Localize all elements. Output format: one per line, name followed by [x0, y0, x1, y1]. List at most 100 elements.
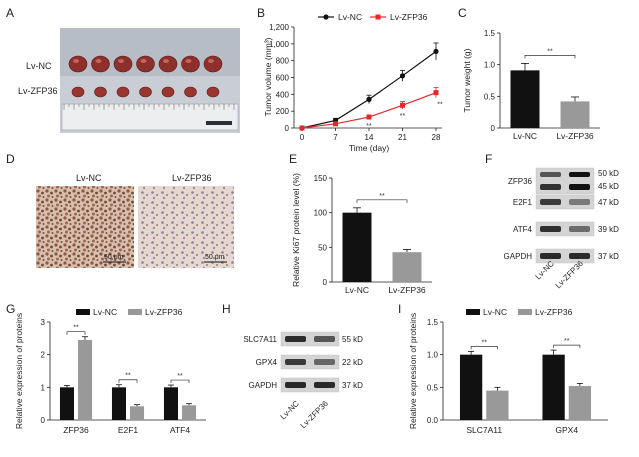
- tumor-lv-zfp36: [206, 86, 220, 98]
- protein-i-y-tick-label: 0.0: [427, 416, 439, 425]
- panel-b-tumor-volume-chart: B 0 200 400 600 800 1,000 1,200 Tumor volume (m…: [257, 6, 443, 153]
- legend-marker-lv-nc: [323, 14, 329, 20]
- significance-mark: **: [379, 193, 385, 200]
- volume-x-tick-label: 21: [398, 133, 407, 142]
- data-point-lv-nc: [399, 73, 406, 79]
- blot-band: [569, 226, 590, 232]
- panel-i-protein-expression-chart: I 0.0 0.5 1.0 1.5 Relative expression of pro…: [398, 302, 608, 435]
- volume-y-tick-label: 200: [276, 107, 290, 116]
- significance-bracket: [470, 346, 498, 350]
- blot-strip-gapdh: [280, 377, 340, 393]
- blot-strip-slc7a11: [280, 331, 340, 347]
- legend-swatch-lv-nc: [76, 309, 90, 315]
- panel-letter-d: D: [6, 152, 15, 166]
- blot-label-zfp36: ZFP36: [508, 177, 533, 186]
- blot-label-slc7a11: SLC7A11: [243, 335, 277, 344]
- legend-label-lv-nc: Lv-NC: [338, 12, 362, 22]
- protein-g-y-axis-label: Relative expression of proteins: [14, 313, 24, 429]
- tumor-highlight: [140, 59, 147, 63]
- volume-y-tick-label: 0: [285, 124, 290, 133]
- panel-letter-c: C: [458, 6, 467, 20]
- x-tick-label-slc7a11: SLC7A11: [466, 425, 502, 435]
- ihc-label-lv-zfp36: Lv-ZFP36: [172, 173, 212, 183]
- ki67-y-tick-label: 100: [314, 209, 328, 218]
- volume-y-tick-label: 400: [276, 90, 290, 99]
- blot-band: [285, 336, 306, 342]
- volume-y-tick-label: 800: [276, 57, 290, 66]
- panel-g-protein-expression-chart: G 0 1 2 3 Relative expression of proteins Lv-…: [6, 302, 206, 435]
- tumor-lv-nc: [181, 55, 200, 73]
- ki67-y-tick-label: 0: [323, 278, 328, 287]
- tumor-highlight: [208, 59, 214, 63]
- data-point-lv-zfp36: [299, 125, 305, 131]
- blot-strip-e2f1: [535, 194, 595, 210]
- x-tick-label-lv-zfp36: Lv-ZFP36: [388, 285, 426, 295]
- blot-band: [569, 172, 590, 177]
- protein-i-y-tick-label: 1.0: [427, 351, 439, 360]
- significance-mark: **: [125, 373, 131, 380]
- ihc-image-lv-nc: [36, 186, 134, 268]
- tumor-lv-nc: [203, 55, 223, 73]
- panel-letter-h: H: [222, 302, 231, 316]
- significance-mark: **: [177, 373, 183, 380]
- panel-letter-g: G: [6, 302, 15, 316]
- panel-e-ki67-chart: E 0 50 100 150 Relative Ki67 protein level (…: [289, 152, 432, 295]
- protein-i-y-tick-label: 0.5: [427, 383, 439, 392]
- significance-bracket: [553, 344, 581, 349]
- blot-kd-55-kd: 55 kD: [342, 335, 363, 344]
- legend-label-lv-zfp36: Lv-ZFP36: [390, 12, 428, 22]
- tumor-row-label-lv-zfp36: Lv-ZFP36: [18, 86, 58, 96]
- blot-lane-lv-nc: Lv-NC: [279, 399, 302, 422]
- blot-label-gapdh: GAPDH: [249, 381, 278, 390]
- tumor-lv-zfp36: [184, 86, 197, 98]
- tumor-lv-zfp36: [161, 86, 175, 98]
- ihc-image-lv-zfp36: [138, 186, 234, 268]
- blot-kd-37-kd: 37 kD: [598, 252, 619, 261]
- x-tick-label-lv-zfp36: Lv-ZFP36: [556, 131, 594, 141]
- blot-band: [314, 382, 335, 388]
- legend-marker-lv-zfp36: [375, 14, 381, 20]
- panel-letter-i: I: [398, 302, 401, 316]
- x-tick-label-lv-nc: Lv-NC: [345, 285, 369, 295]
- data-point-lv-zfp36: [366, 114, 372, 120]
- blot-band: [569, 184, 590, 190]
- bar-gpx4-lv-nc: [542, 354, 565, 420]
- weight-y-tick-label: 0.5: [484, 92, 496, 101]
- blot-kd-37-kd: 37 kD: [342, 381, 363, 390]
- bar-gpx4-lv-zfp36: [568, 386, 592, 420]
- legend-label-lv-zfp36: Lv-ZFP36: [535, 307, 573, 317]
- blot-band: [540, 226, 561, 232]
- significance-bracket: [524, 55, 576, 59]
- blot-band: [540, 199, 561, 205]
- legend-swatch-lv-zfp36: [128, 309, 142, 315]
- ihc-label-lv-nc: Lv-NC: [76, 173, 102, 183]
- ki67-y-tick-label: 50: [318, 243, 327, 252]
- significance-mark: **: [564, 338, 570, 345]
- blot-band: [569, 253, 590, 259]
- tumor-highlight: [118, 59, 124, 63]
- significance-mark: **: [366, 123, 372, 130]
- tumor-lv-zfp36: [94, 86, 107, 98]
- volume-x-tick-label: 0: [300, 133, 305, 142]
- volume-x-tick-label: 7: [333, 133, 338, 142]
- significance-mark: **: [437, 102, 443, 109]
- tumor-lv-nc: [113, 55, 133, 73]
- tumor-highlight: [185, 59, 192, 63]
- panel-letter-a: A: [6, 6, 14, 20]
- bar-e2f1-lv-zfp36: [130, 406, 145, 420]
- tumor-row-label-lv-nc: Lv-NC: [26, 61, 52, 71]
- legend-label-lv-nc: Lv-NC: [483, 307, 507, 317]
- volume-x-tick-label: 14: [365, 133, 374, 142]
- legend-label-lv-zfp36: Lv-ZFP36: [145, 307, 183, 317]
- bar-lv-nc: [342, 212, 372, 282]
- legend-label-lv-nc: Lv-NC: [93, 307, 117, 317]
- blot-label-atf4: ATF4: [513, 225, 533, 234]
- x-tick-label-atf4: ATF4: [170, 425, 190, 435]
- panel-h-western-blot: H SLC7A11 55 kD GPX4 22 kD GAPDH 37 kD Lv-NCLv…: [222, 302, 363, 430]
- x-tick-label-gpx4: GPX4: [555, 425, 578, 435]
- significance-bracket: [118, 379, 138, 383]
- blot-band: [314, 336, 335, 342]
- legend-swatch-lv-nc: [466, 309, 480, 315]
